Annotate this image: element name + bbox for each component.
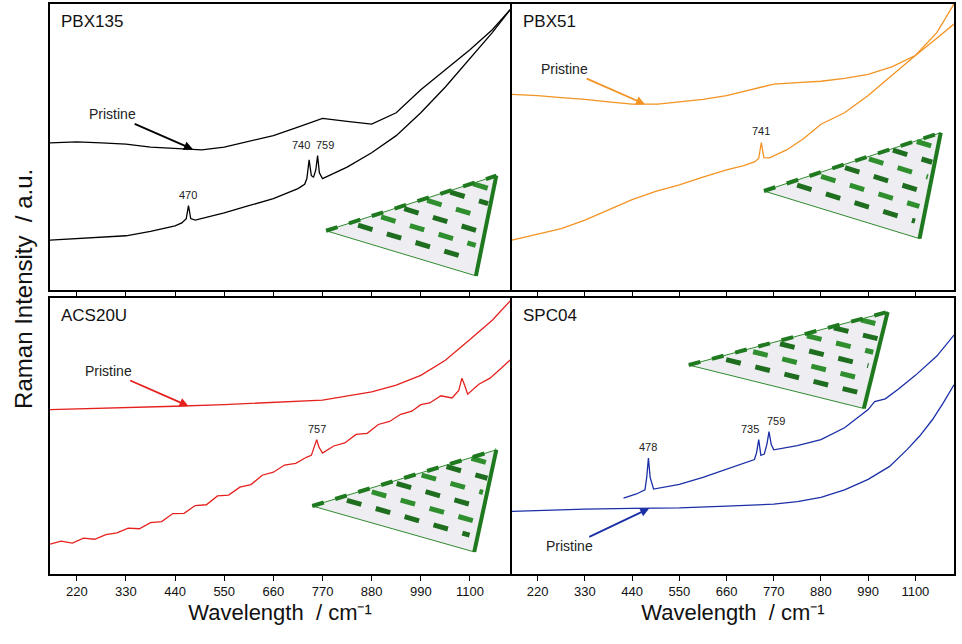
svg-text:478: 478 xyxy=(639,441,657,453)
svg-text:757: 757 xyxy=(308,423,326,435)
svg-text:Wavelength / cm⁻¹: Wavelength / cm⁻¹ xyxy=(641,600,824,625)
svg-text:990: 990 xyxy=(410,584,432,599)
svg-text:880: 880 xyxy=(361,584,383,599)
svg-text:741: 741 xyxy=(752,125,770,137)
svg-text:660: 660 xyxy=(263,584,285,599)
svg-text:330: 330 xyxy=(574,584,596,599)
svg-text:550: 550 xyxy=(213,584,235,599)
svg-text:220: 220 xyxy=(527,584,549,599)
svg-text:Pristine: Pristine xyxy=(541,61,588,77)
svg-text:550: 550 xyxy=(668,584,690,599)
svg-text:770: 770 xyxy=(763,584,785,599)
svg-text:759: 759 xyxy=(316,139,334,151)
svg-text:990: 990 xyxy=(857,584,879,599)
svg-text:735: 735 xyxy=(741,423,759,435)
svg-text:1100: 1100 xyxy=(901,584,929,599)
svg-text:Raman Intensity / a.u.: Raman Intensity / a.u. xyxy=(10,169,37,409)
svg-text:880: 880 xyxy=(810,584,832,599)
svg-text:220: 220 xyxy=(66,584,88,599)
svg-text:759: 759 xyxy=(767,415,785,427)
svg-text:660: 660 xyxy=(716,584,738,599)
svg-text:PBX135: PBX135 xyxy=(61,12,123,31)
svg-text:440: 440 xyxy=(621,584,643,599)
svg-text:SPC04: SPC04 xyxy=(523,306,577,325)
svg-text:770: 770 xyxy=(312,584,334,599)
svg-text:Pristine: Pristine xyxy=(85,363,132,379)
svg-text:740: 740 xyxy=(292,139,310,151)
svg-text:470: 470 xyxy=(179,189,197,201)
svg-text:Wavelength / cm⁻¹: Wavelength / cm⁻¹ xyxy=(188,600,371,625)
svg-text:ACS20U: ACS20U xyxy=(61,306,127,325)
svg-text:1100: 1100 xyxy=(456,584,484,599)
svg-text:440: 440 xyxy=(164,584,186,599)
svg-text:330: 330 xyxy=(115,584,137,599)
svg-text:Pristine: Pristine xyxy=(89,106,136,122)
svg-text:Pristine: Pristine xyxy=(546,538,593,554)
svg-text:PBX51: PBX51 xyxy=(523,12,576,31)
